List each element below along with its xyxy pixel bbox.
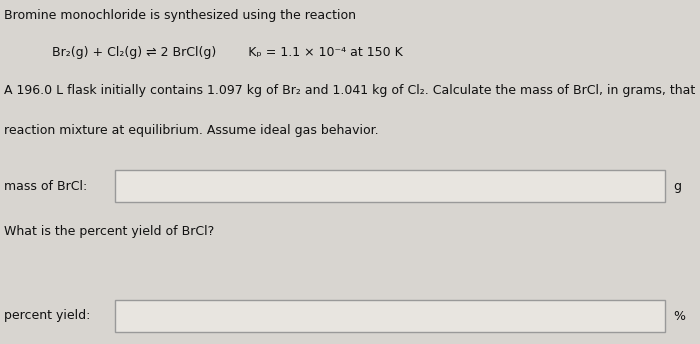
- Text: percent yield:: percent yield:: [4, 310, 90, 323]
- Text: A 196.0 L flask initially contains 1.097 kg of Br₂ and 1.041 kg of Cl₂. Calculat: A 196.0 L flask initially contains 1.097…: [4, 84, 700, 97]
- Text: What is the percent yield of BrCl?: What is the percent yield of BrCl?: [4, 225, 214, 238]
- Text: reaction mixture at equilibrium. Assume ideal gas behavior.: reaction mixture at equilibrium. Assume …: [4, 124, 378, 137]
- FancyBboxPatch shape: [115, 300, 665, 332]
- FancyBboxPatch shape: [115, 170, 665, 202]
- Text: Bromine monochloride is synthesized using the reaction: Bromine monochloride is synthesized usin…: [4, 9, 356, 22]
- Text: %: %: [673, 310, 685, 323]
- Text: mass of BrCl:: mass of BrCl:: [4, 180, 87, 193]
- Text: Br₂(g) + Cl₂(g) ⇌ 2 BrCl(g)        Kₚ = 1.1 × 10⁻⁴ at 150 K: Br₂(g) + Cl₂(g) ⇌ 2 BrCl(g) Kₚ = 1.1 × 1…: [52, 46, 403, 60]
- Text: g: g: [673, 180, 681, 193]
